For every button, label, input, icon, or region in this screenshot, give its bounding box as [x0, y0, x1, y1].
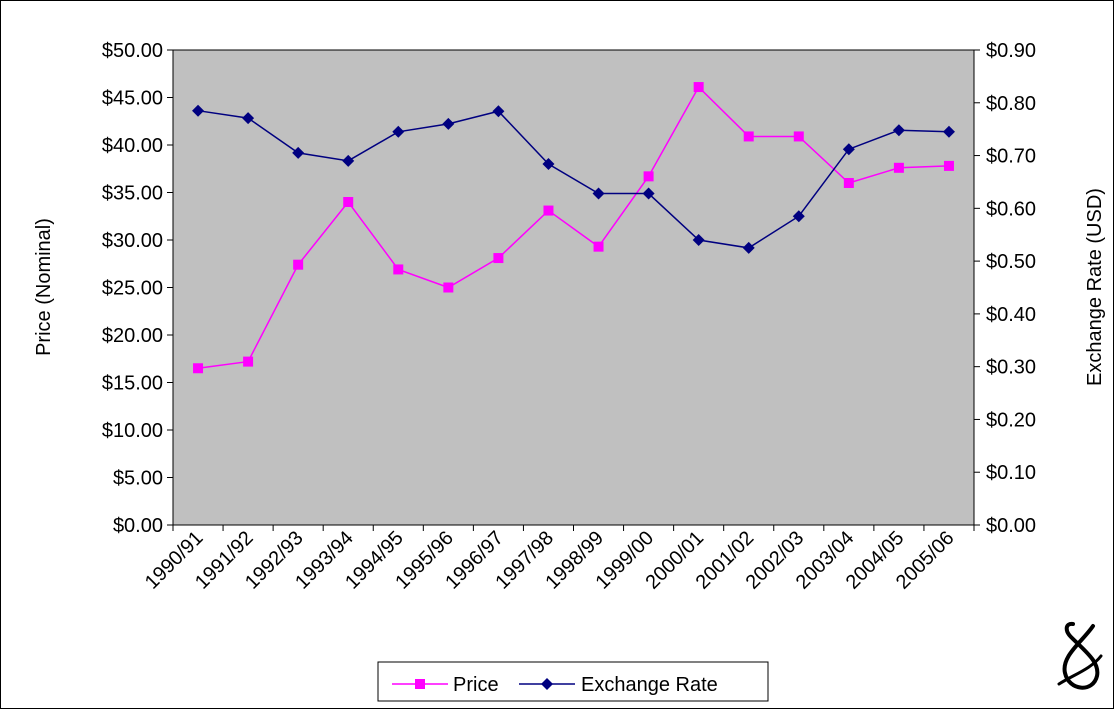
right-axis: $0.00 $0.10 $0.20 $0.30 $0.40 $0.50 $0.60 $0.70…: [974, 40, 1036, 537]
exchange-rate-point: [292, 146, 305, 159]
y-tick-label: $0.00: [113, 515, 163, 537]
y2-tick-label: $0.70: [986, 146, 1036, 168]
legend-item-exchange-rate: Exchange Rate: [519, 674, 718, 696]
price-point: [643, 171, 654, 182]
exchange-rate-point: [592, 187, 605, 200]
series-exchange-rate: [192, 104, 955, 254]
exchange-rate-point: [242, 112, 255, 125]
exchange-rate-point: [342, 154, 355, 167]
price-point: [243, 356, 254, 367]
exchange-rate-point: [392, 125, 405, 138]
price-point: [293, 259, 304, 270]
exchange-rate-line: [197, 109, 949, 249]
y2-tick-label: $0.30: [986, 357, 1036, 379]
y2-axis-title: Exchange Rate (USD): [1084, 188, 1106, 386]
y-tick-label: $50.00: [102, 40, 163, 62]
y-tick-label: $45.00: [102, 88, 163, 110]
legend-box: [377, 661, 769, 702]
exchange-rate-point: [192, 104, 205, 117]
exchange-rate-point: [642, 187, 655, 200]
y-tick-label: $5.00: [113, 468, 163, 490]
exchange-rate-point: [492, 105, 505, 118]
y-tick-label: $35.00: [102, 183, 163, 205]
price-point: [593, 241, 604, 252]
price-point: [343, 197, 354, 207]
y2-tick-label: $0.60: [986, 198, 1036, 220]
y2-tick-label: $0.50: [986, 251, 1036, 273]
price-point: [493, 253, 504, 264]
price-point: [743, 131, 754, 142]
exchange-rate-point: [692, 234, 705, 246]
legend-exchange-label: Exchange Rate: [581, 674, 718, 696]
y2-tick-label: $0.20: [986, 409, 1036, 431]
exchange-rate-point: [942, 125, 955, 138]
price-point: [893, 162, 904, 173]
legend: Price Exchange Rate: [377, 661, 769, 702]
y2-tick-label: $0.90: [986, 40, 1036, 62]
price-point: [943, 160, 954, 171]
price-point: [393, 264, 404, 275]
exchange-rate-point: [792, 210, 805, 223]
price-point: [543, 205, 554, 216]
plot-area: [172, 49, 975, 526]
exchange-rate-point: [842, 143, 855, 156]
legend-price-label: Price: [453, 674, 499, 696]
price-point: [193, 363, 204, 374]
left-axis: $0.00 $5.00 $10.00 $15.00 $20.00 $25.00 $30.00…: [102, 40, 173, 537]
price-point: [843, 178, 854, 188]
y-tick-label: $40.00: [102, 135, 163, 157]
logo-icon: [1057, 621, 1103, 690]
series-layer: [192, 82, 955, 374]
exchange-rate-point: [542, 158, 555, 170]
legend-exchange-marker: [541, 678, 553, 690]
exchange-rate-point: [742, 241, 755, 254]
legend-price-marker: [415, 679, 425, 689]
y-tick-label: $20.00: [102, 325, 163, 347]
series-price: [193, 82, 954, 374]
y2-tick-label: $0.00: [986, 515, 1036, 537]
price-point: [443, 282, 454, 293]
price-line: [197, 85, 949, 369]
y2-tick-label: $0.40: [986, 304, 1036, 326]
y2-tick-label: $0.10: [986, 462, 1036, 484]
exchange-rate-point: [442, 117, 455, 130]
legend-item-price: Price: [392, 674, 499, 696]
y-tick-label: $10.00: [102, 420, 163, 442]
x-axis: 1990/911991/921992/931993/941994/951995/…: [141, 525, 975, 594]
y-tick-label: $15.00: [102, 373, 163, 395]
y-tick-label: $30.00: [102, 230, 163, 252]
exchange-rate-point: [892, 124, 905, 137]
y-tick-label: $25.00: [102, 278, 163, 300]
price-point: [793, 131, 804, 142]
y-axis-title: Price (Nominal): [33, 218, 55, 356]
y2-tick-label: $0.80: [986, 93, 1036, 115]
price-point: [693, 82, 704, 93]
